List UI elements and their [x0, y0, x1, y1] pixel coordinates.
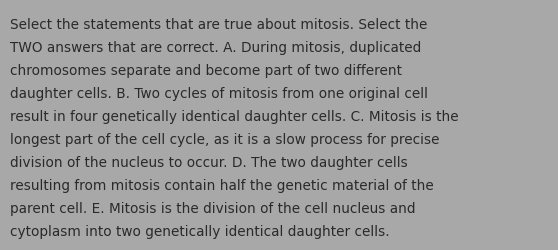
Text: Select the statements that are true about mitosis. Select the: Select the statements that are true abou…	[10, 18, 427, 32]
Text: division of the nucleus to occur. D. The two daughter cells: division of the nucleus to occur. D. The…	[10, 156, 408, 169]
Text: TWO answers that are correct. A. During mitosis, duplicated: TWO answers that are correct. A. During …	[10, 41, 421, 55]
Text: parent cell. E. Mitosis is the division of the cell nucleus and: parent cell. E. Mitosis is the division …	[10, 201, 416, 215]
Text: result in four genetically identical daughter cells. C. Mitosis is the: result in four genetically identical dau…	[10, 110, 459, 124]
Text: resulting from mitosis contain half the genetic material of the: resulting from mitosis contain half the …	[10, 178, 434, 192]
Text: daughter cells. B. Two cycles of mitosis from one original cell: daughter cells. B. Two cycles of mitosis…	[10, 87, 428, 101]
Text: longest part of the cell cycle, as it is a slow process for precise: longest part of the cell cycle, as it is…	[10, 132, 440, 146]
Text: cytoplasm into two genetically identical daughter cells.: cytoplasm into two genetically identical…	[10, 224, 389, 238]
Text: chromosomes separate and become part of two different: chromosomes separate and become part of …	[10, 64, 402, 78]
